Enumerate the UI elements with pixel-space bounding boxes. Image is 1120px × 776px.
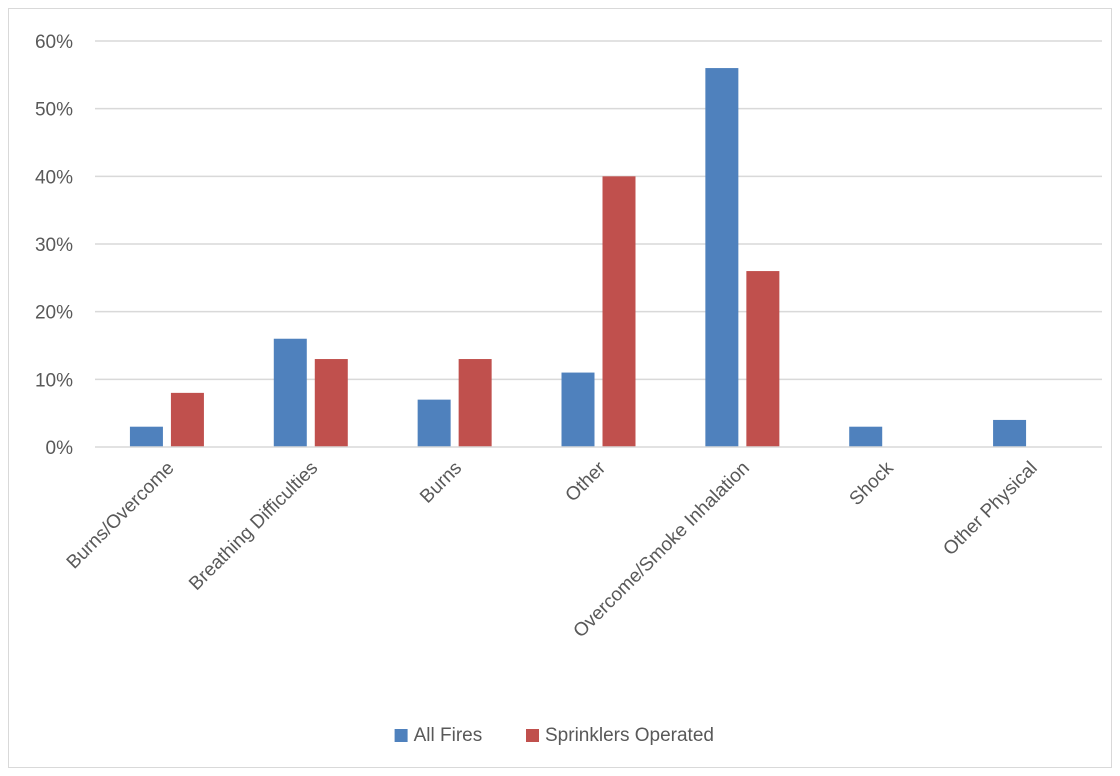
chart-frame: 0% 10% 20% 30% 40% 50% 60% Burns/Overcome Breat… [8, 8, 1112, 768]
x-category-label: Other Physical [939, 458, 1041, 560]
bar-all-fires-burns-overcome [129, 426, 163, 447]
gridlines [95, 40, 1102, 381]
legend-swatch-sprinklers-operated [526, 729, 539, 742]
bar-all-fires-other [561, 372, 595, 447]
y-tick-label: 10% [35, 370, 73, 391]
category-labels: Burns/Overcome Breathing Difficulties Burn… [63, 457, 1042, 642]
y-tick-label: 50% [35, 100, 73, 121]
x-category-label: Breathing Difficulties [185, 458, 322, 595]
y-tick-label: 0% [46, 438, 74, 459]
chart-svg: 0% 10% 20% 30% 40% 50% 60% Burns/Overcome Breat… [35, 32, 1102, 746]
bar-sprinklers-operated-other [602, 176, 636, 448]
x-category-label: Shock [846, 457, 899, 510]
bars [129, 68, 1027, 448]
x-category-label: Other [562, 457, 611, 506]
y-axis-tick-labels: 0% 10% 20% 30% 40% 50% 60% [35, 32, 73, 459]
bar-all-fires-other-physical [993, 419, 1027, 447]
legend: All Fires Sprinklers Operated [394, 725, 714, 746]
bar-sprinklers-operated-breathing-difficulties [314, 359, 348, 447]
bar-all-fires-overcome-smoke-inhalation [705, 68, 739, 448]
bar-all-fires-shock [849, 426, 883, 447]
y-tick-label: 40% [35, 167, 73, 188]
x-category-label: Burns [416, 458, 466, 508]
bar-sprinklers-operated-burns [458, 359, 492, 447]
legend-label-all-fires: All Fires [414, 725, 483, 746]
y-tick-label: 20% [35, 303, 73, 324]
y-tick-label: 60% [35, 32, 73, 53]
bar-all-fires-burns [417, 399, 451, 447]
bar-all-fires-breathing-difficulties [273, 338, 307, 447]
x-category-label: Burns/Overcome [63, 458, 179, 574]
bar-sprinklers-operated-overcome-smoke-inhalation [746, 271, 780, 447]
y-tick-label: 30% [35, 235, 73, 256]
legend-swatch-all-fires [394, 729, 408, 742]
legend-label-sprinklers-operated: Sprinklers Operated [545, 725, 714, 746]
bar-sprinklers-operated-burns-overcome [170, 392, 204, 447]
